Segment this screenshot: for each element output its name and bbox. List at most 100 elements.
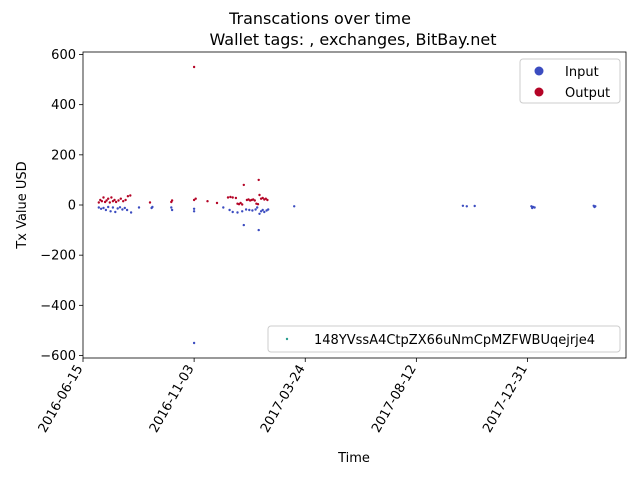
chart-subtitle: Wallet tags: , exchanges, BitBay.net bbox=[209, 30, 496, 49]
point-input-1 bbox=[99, 207, 103, 210]
y-axis-label: Tx Value USD bbox=[15, 161, 30, 249]
wallet-legend: 148YVssA4CtpZX66uNmCpMZFWBUqejrje4 bbox=[267, 325, 621, 353]
point-input-18 bbox=[170, 208, 174, 212]
point-input-14 bbox=[137, 206, 141, 209]
point-input-39 bbox=[267, 208, 270, 211]
point-input-12 bbox=[125, 208, 129, 212]
point-output-40 bbox=[253, 199, 256, 202]
point-output-21 bbox=[192, 65, 196, 69]
series-legend: Input Output bbox=[519, 58, 621, 104]
x-tick-label-3: 2017-08-12 bbox=[369, 363, 420, 436]
point-output-22 bbox=[192, 198, 196, 202]
point-input-40 bbox=[293, 205, 296, 208]
point-output-46 bbox=[261, 196, 264, 200]
point-output-42 bbox=[256, 203, 260, 206]
point-input-34 bbox=[258, 212, 261, 215]
x-tick-label-4: 2017-12-31 bbox=[480, 363, 531, 436]
point-input-10 bbox=[121, 208, 124, 211]
point-output-0 bbox=[97, 201, 101, 204]
legend-input-marker bbox=[534, 66, 544, 76]
x-axis-label: Time bbox=[337, 451, 370, 466]
x-axis: 2016-06-15 2016-11-03 2017-03-24 2017-08-12… bbox=[36, 358, 531, 435]
data-points bbox=[97, 65, 597, 345]
point-output-10 bbox=[113, 198, 116, 202]
point-input-17 bbox=[170, 206, 173, 209]
point-input-2 bbox=[102, 206, 105, 210]
point-output-5 bbox=[105, 199, 108, 202]
point-output-6 bbox=[107, 197, 110, 200]
x-tick-label-1: 2016-11-03 bbox=[147, 363, 198, 436]
y-tick-label-5: 400 bbox=[51, 98, 76, 113]
point-output-48 bbox=[264, 197, 267, 200]
legend-output-marker bbox=[534, 87, 544, 97]
point-input-27 bbox=[242, 223, 245, 227]
point-input-24 bbox=[231, 210, 234, 214]
point-input-0 bbox=[97, 206, 101, 209]
point-input-16 bbox=[151, 205, 154, 209]
y-axis: −600 −400 −200 0 200 400 600 bbox=[40, 48, 83, 364]
point-input-30 bbox=[251, 209, 254, 212]
point-output-20 bbox=[170, 199, 174, 202]
point-output-44 bbox=[258, 193, 261, 197]
point-output-4 bbox=[103, 200, 107, 204]
y-tick-label-4: 200 bbox=[51, 148, 76, 163]
point-input-50 bbox=[594, 205, 597, 208]
point-output-27 bbox=[229, 195, 232, 199]
point-input-26 bbox=[241, 210, 244, 213]
legend-input-label: Input bbox=[565, 65, 599, 80]
point-output-3 bbox=[102, 196, 105, 199]
point-input-29 bbox=[248, 208, 251, 212]
point-input-6 bbox=[111, 206, 115, 209]
point-input-3 bbox=[104, 208, 108, 212]
legend-output-label: Output bbox=[565, 86, 610, 101]
point-input-43 bbox=[473, 204, 476, 208]
y-tick-label-6: 600 bbox=[51, 48, 76, 63]
point-input-21 bbox=[192, 210, 196, 213]
point-output-17 bbox=[129, 194, 132, 197]
point-output-11 bbox=[114, 200, 118, 204]
point-output-43 bbox=[257, 178, 260, 182]
point-input-37 bbox=[263, 210, 266, 214]
point-output-34 bbox=[242, 183, 245, 187]
point-output-18 bbox=[148, 201, 152, 204]
point-input-9 bbox=[118, 206, 122, 209]
point-output-13 bbox=[119, 197, 123, 200]
point-output-25 bbox=[215, 201, 219, 205]
y-tick-label-1: −400 bbox=[40, 299, 76, 314]
point-input-31 bbox=[254, 208, 257, 211]
point-input-36 bbox=[261, 208, 264, 212]
point-output-15 bbox=[124, 198, 127, 202]
series-legend-box bbox=[519, 58, 621, 104]
point-input-42 bbox=[465, 205, 468, 208]
x-tick-label-0: 2016-06-15 bbox=[36, 363, 87, 436]
point-output-24 bbox=[206, 200, 209, 203]
point-input-28 bbox=[244, 208, 248, 211]
point-output-28 bbox=[231, 196, 234, 199]
point-output-23 bbox=[194, 197, 197, 200]
point-input-35 bbox=[259, 210, 263, 213]
point-input-41 bbox=[461, 204, 465, 207]
point-output-2 bbox=[100, 200, 104, 203]
point-output-8 bbox=[110, 196, 113, 199]
y-tick-label-2: −200 bbox=[40, 249, 76, 264]
point-output-7 bbox=[108, 201, 112, 204]
point-input-19 bbox=[192, 341, 196, 345]
point-input-47 bbox=[533, 206, 536, 209]
point-output-26 bbox=[226, 196, 230, 199]
point-input-5 bbox=[109, 210, 112, 213]
point-input-25 bbox=[236, 211, 239, 214]
legend-wallet-address: 148YVssA4CtpZX66uNmCpMZFWBUqejrje4 bbox=[314, 333, 595, 348]
point-input-33 bbox=[257, 228, 260, 232]
point-input-4 bbox=[107, 205, 110, 209]
point-input-8 bbox=[116, 207, 119, 210]
point-output-16 bbox=[126, 195, 130, 198]
point-input-23 bbox=[228, 208, 231, 212]
point-output-29 bbox=[234, 196, 238, 200]
chart-title: Transcations over time bbox=[228, 9, 411, 28]
point-output-49 bbox=[266, 198, 269, 202]
point-output-14 bbox=[122, 200, 125, 203]
point-output-33 bbox=[241, 203, 244, 206]
point-input-13 bbox=[129, 211, 133, 214]
point-input-20 bbox=[192, 207, 196, 210]
